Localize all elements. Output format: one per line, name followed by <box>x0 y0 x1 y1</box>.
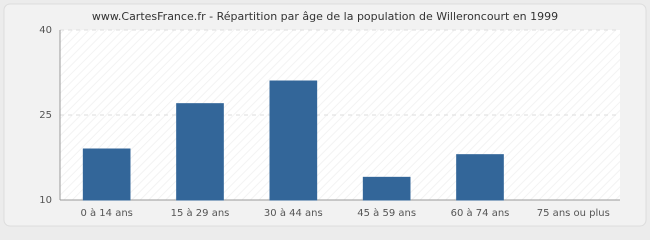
bar <box>456 154 504 201</box>
x-tick-label: 0 à 14 ans <box>80 207 132 219</box>
bar <box>269 80 318 201</box>
bar <box>82 148 131 201</box>
x-tick-label: 75 ans ou plus <box>537 208 610 219</box>
x-tick-label: 15 à 29 ans <box>171 207 230 219</box>
bar <box>362 176 411 201</box>
page: www.CartesFrance.fr - Répartition par âg… <box>3 3 647 227</box>
y-tick-label: 25 <box>39 110 52 121</box>
y-tick-label: 40 <box>39 25 52 36</box>
chart: www.CartesFrance.fr - Répartition par âg… <box>3 3 647 227</box>
x-tick-label: 30 à 44 ans <box>264 207 323 219</box>
x-tick-label: 60 à 74 ans <box>451 207 510 219</box>
x-tick-label: 45 à 59 ans <box>357 207 416 219</box>
chart-title: www.CartesFrance.fr - Répartition par âg… <box>92 10 558 23</box>
y-tick-label: 10 <box>39 195 52 206</box>
bar <box>176 103 224 201</box>
